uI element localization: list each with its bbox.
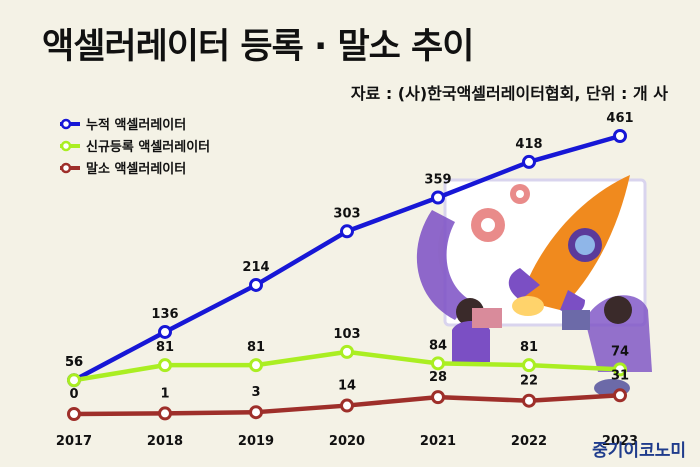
- data-label: 56: [65, 355, 83, 370]
- data-point: [158, 324, 172, 339]
- data-point: [340, 224, 354, 239]
- brand-logo: 중기이코노미: [592, 441, 686, 461]
- x-tick-label: 2019: [238, 434, 274, 449]
- legend-marker: [60, 118, 72, 130]
- data-label: 84: [429, 338, 447, 353]
- data-point: [158, 406, 172, 421]
- data-point: [249, 405, 263, 420]
- data-point: [249, 277, 263, 292]
- legend-label: 말소 액셀러레이터: [86, 161, 186, 177]
- data-point: [431, 356, 445, 371]
- data-point: [249, 358, 263, 373]
- data-label: 418: [515, 137, 542, 152]
- data-label: 81: [247, 340, 265, 355]
- data-label: 0: [69, 387, 78, 402]
- data-label: 28: [429, 370, 447, 385]
- data-label: 359: [424, 173, 451, 188]
- data-point: [613, 388, 627, 403]
- source-note: 자료 : (사)한국액셀러레이터협회, 단위 : 개 사: [350, 84, 668, 103]
- data-point: [431, 190, 445, 205]
- x-tick-label: 2022: [511, 434, 547, 449]
- data-label: 74: [611, 344, 629, 359]
- x-axis: 2017 2018 2019 2020 2021 2022 2023: [56, 434, 638, 449]
- x-tick-label: 2018: [147, 434, 183, 449]
- page-title: 액셀러레이터 등록 · 말소 추이: [42, 27, 474, 67]
- data-label: 31: [611, 368, 629, 383]
- legend-marker: [60, 140, 72, 152]
- data-label: 56: [65, 355, 83, 370]
- data-point: [522, 154, 536, 169]
- data-label: 461: [606, 111, 633, 126]
- data-label: 14: [338, 379, 356, 394]
- legend-label: 누적 액셀러레이터: [86, 117, 186, 133]
- data-point: [340, 398, 354, 413]
- data-point: [522, 358, 536, 373]
- x-tick-label: 2023: [602, 434, 638, 449]
- data-point: [613, 362, 627, 377]
- data-point: [522, 393, 536, 408]
- data-label: 136: [151, 307, 178, 322]
- data-point: [431, 390, 445, 405]
- rocket-launch-illustration: [416, 175, 652, 397]
- data-label: 1: [160, 386, 169, 401]
- legend-label: 신규등록 액셀러레이터: [86, 139, 210, 155]
- data-label: 214: [242, 260, 269, 275]
- legend-marker: [60, 162, 72, 174]
- x-tick-label: 2020: [329, 434, 365, 449]
- data-label: 3: [251, 385, 260, 400]
- data-point: [67, 373, 81, 388]
- data-label: 81: [156, 340, 174, 355]
- x-tick-label: 2017: [56, 434, 92, 449]
- data-label: 81: [520, 340, 538, 355]
- data-label: 303: [333, 206, 360, 221]
- data-point: [67, 407, 81, 421]
- data-point: [613, 129, 627, 143]
- data-label: 103: [333, 327, 360, 342]
- data-point: [340, 344, 354, 359]
- data-point: [158, 358, 172, 373]
- data-label: 22: [520, 374, 538, 389]
- x-tick-label: 2021: [420, 434, 456, 449]
